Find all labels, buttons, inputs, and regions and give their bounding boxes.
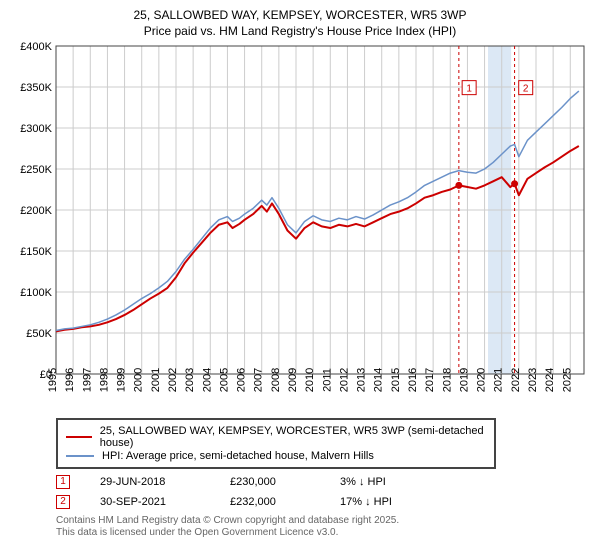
svg-text:1999: 1999 <box>116 367 128 391</box>
marker-box-2: 2 <box>56 495 70 509</box>
svg-text:2006: 2006 <box>236 367 248 391</box>
svg-text:2010: 2010 <box>304 367 316 391</box>
chart-container: 25, SALLOWBED WAY, KEMPSEY, WORCESTER, W… <box>0 0 600 560</box>
marker-row-1: 1 29-JUN-2018 £230,000 3% ↓ HPI <box>56 475 588 489</box>
svg-text:2015: 2015 <box>390 367 402 391</box>
marker-row-2: 2 30-SEP-2021 £232,000 17% ↓ HPI <box>56 495 588 509</box>
footnote: Contains HM Land Registry data © Crown c… <box>56 515 588 539</box>
svg-text:£350K: £350K <box>20 82 52 94</box>
svg-text:£250K: £250K <box>20 164 52 176</box>
legend-label-price-paid: 25, SALLOWBED WAY, KEMPSEY, WORCESTER, W… <box>100 425 486 449</box>
svg-text:£100K: £100K <box>20 287 52 299</box>
svg-text:2007: 2007 <box>253 367 265 391</box>
svg-text:2008: 2008 <box>270 367 282 391</box>
marker-price-2: £232,000 <box>230 496 310 508</box>
legend-row-1: 25, SALLOWBED WAY, KEMPSEY, WORCESTER, W… <box>66 425 486 449</box>
svg-text:2003: 2003 <box>184 367 196 391</box>
marker-diff-1: 3% ↓ HPI <box>340 476 440 488</box>
chart-title-line2: Price paid vs. HM Land Registry's House … <box>12 24 588 38</box>
chart-title-line1: 25, SALLOWBED WAY, KEMPSEY, WORCESTER, W… <box>12 8 588 24</box>
svg-text:2017: 2017 <box>424 367 436 391</box>
svg-text:£150K: £150K <box>20 246 52 258</box>
svg-text:£50K: £50K <box>26 328 52 340</box>
svg-text:2009: 2009 <box>287 367 299 391</box>
svg-text:2002: 2002 <box>167 367 179 391</box>
svg-text:2023: 2023 <box>527 367 539 391</box>
legend-box: 25, SALLOWBED WAY, KEMPSEY, WORCESTER, W… <box>56 418 496 469</box>
marker-date-1: 29-JUN-2018 <box>100 476 200 488</box>
marker-date-2: 30-SEP-2021 <box>100 496 200 508</box>
svg-text:1996: 1996 <box>64 367 76 391</box>
svg-text:2025: 2025 <box>561 367 573 391</box>
svg-text:£300K: £300K <box>20 123 52 135</box>
legend-line-price-paid <box>66 436 92 438</box>
footnote-line2: This data is licensed under the Open Gov… <box>56 527 588 539</box>
marker-box-1: 1 <box>56 475 70 489</box>
svg-text:2016: 2016 <box>407 367 419 391</box>
svg-text:1: 1 <box>466 83 472 94</box>
marker-diff-2: 17% ↓ HPI <box>340 496 440 508</box>
svg-text:2019: 2019 <box>458 367 470 391</box>
svg-text:1997: 1997 <box>81 367 93 391</box>
legend-line-hpi <box>66 455 94 457</box>
chart-svg: £0£50K£100K£150K£200K£250K£300K£350K£400… <box>12 42 588 412</box>
svg-text:2011: 2011 <box>321 368 333 392</box>
svg-text:2020: 2020 <box>476 367 488 391</box>
svg-text:2001: 2001 <box>150 367 162 391</box>
svg-text:£400K: £400K <box>20 42 52 53</box>
svg-text:2: 2 <box>523 83 529 94</box>
svg-text:£200K: £200K <box>20 205 52 217</box>
legend-label-hpi: HPI: Average price, semi-detached house,… <box>102 450 374 462</box>
svg-text:2018: 2018 <box>441 367 453 391</box>
svg-text:2021: 2021 <box>493 367 505 391</box>
chart-area: £0£50K£100K£150K£200K£250K£300K£350K£400… <box>12 42 588 412</box>
svg-text:2005: 2005 <box>218 367 230 391</box>
marker-table: 1 29-JUN-2018 £230,000 3% ↓ HPI 2 30-SEP… <box>56 475 588 509</box>
svg-text:2024: 2024 <box>544 367 556 391</box>
svg-text:2022: 2022 <box>510 367 522 391</box>
svg-text:2000: 2000 <box>133 367 145 391</box>
marker-price-1: £230,000 <box>230 476 310 488</box>
footnote-line1: Contains HM Land Registry data © Crown c… <box>56 515 588 527</box>
legend-row-2: HPI: Average price, semi-detached house,… <box>66 450 486 462</box>
svg-text:2013: 2013 <box>356 367 368 391</box>
svg-text:2004: 2004 <box>201 367 213 391</box>
svg-text:1995: 1995 <box>47 367 59 391</box>
svg-text:2014: 2014 <box>373 367 385 391</box>
svg-text:1998: 1998 <box>98 367 110 391</box>
svg-text:2012: 2012 <box>338 367 350 391</box>
